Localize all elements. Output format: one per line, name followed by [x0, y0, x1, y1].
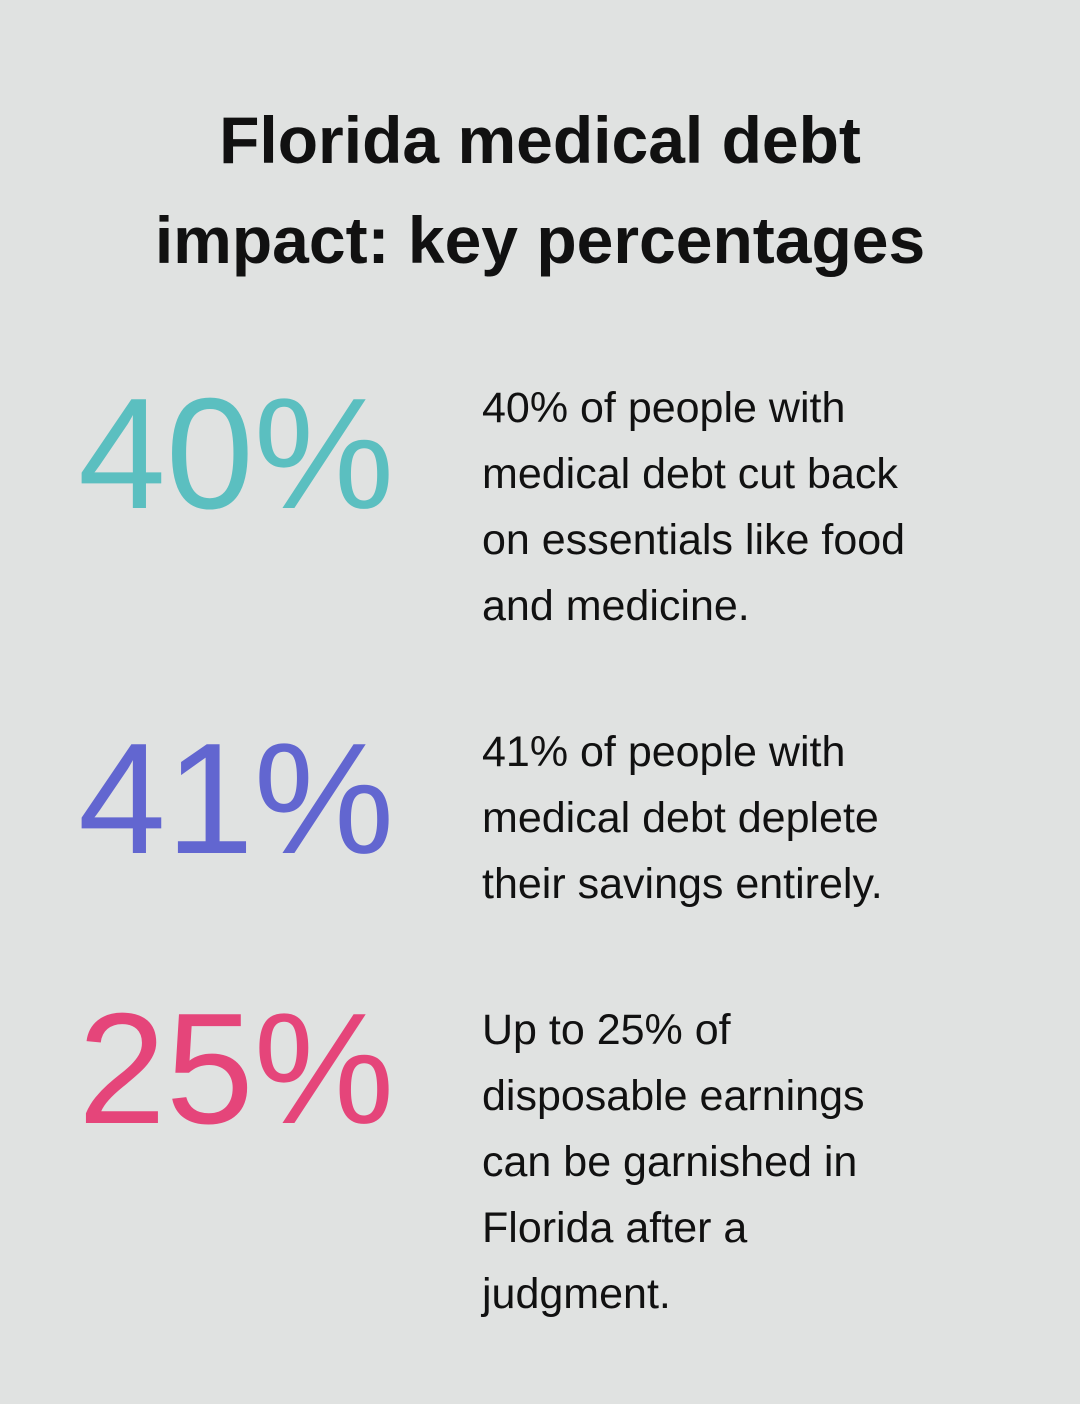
stat-description: 40% of people with medical debt cut back o…	[482, 375, 905, 639]
description-line: medical debt deplete	[482, 794, 879, 842]
description-line: can be garnished in	[482, 1138, 858, 1186]
title: Florida medical debt impact: key percenta…	[0, 90, 1080, 290]
stat-value: 41%	[78, 711, 395, 887]
stat-description: 41% of people with medical debt deplete th…	[482, 719, 883, 917]
description-line: Florida after a	[482, 1204, 748, 1252]
description-line: 40% of people with	[482, 384, 846, 432]
title-line: impact: key percentages	[154, 203, 926, 277]
stat-value: 25%	[78, 981, 395, 1157]
description-line: and medicine.	[482, 582, 750, 630]
description-line: their savings entirely.	[482, 860, 883, 908]
description-line: medical debt cut back	[482, 450, 898, 498]
description-line: judgment.	[482, 1270, 671, 1318]
description-line: 41% of people with	[482, 728, 846, 776]
description-line: disposable earnings	[482, 1072, 865, 1120]
description-line: on essentials like food	[482, 516, 906, 564]
description-line: Up to 25% of	[482, 1006, 731, 1054]
stat-value: 40%	[78, 366, 395, 542]
stat-description: Up to 25% of disposable earnings can be ga…	[482, 997, 865, 1327]
title-line: Florida medical debt	[219, 103, 861, 177]
